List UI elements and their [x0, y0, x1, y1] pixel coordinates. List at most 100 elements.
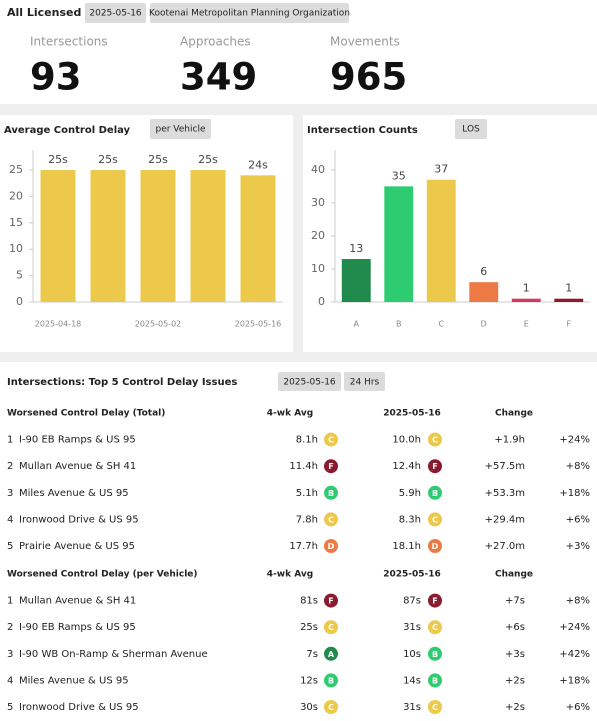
los-badge — [324, 700, 338, 714]
badge[interactable] — [278, 372, 341, 391]
value-label: 35 — [392, 169, 406, 182]
los-grade: B — [432, 650, 438, 659]
los-badge — [324, 673, 338, 688]
rank: 4 — [7, 675, 13, 686]
bar — [554, 298, 584, 302]
los-grade: C — [432, 623, 438, 632]
table-title: Intersections: Top 5 Control Delay Issue… — [7, 377, 237, 388]
column-header: 2025-05-16 — [383, 409, 441, 419]
change-pct: +18% — [559, 488, 590, 499]
los-grade: C — [328, 436, 334, 445]
y-tick-label: 5 — [16, 269, 23, 282]
unit-badge[interactable]: LOS — [462, 125, 480, 135]
bar — [469, 282, 499, 302]
rank: 3 — [7, 649, 13, 660]
avg-delay: 11.4h — [289, 461, 318, 472]
avg-delay: 30s — [300, 702, 318, 713]
current-delay: 8.3h — [399, 514, 421, 525]
los-badge — [324, 593, 338, 608]
badge[interactable] — [85, 3, 146, 23]
los-grade: C — [328, 515, 334, 524]
column-header: Change — [495, 409, 533, 419]
los-grade: C — [328, 703, 334, 712]
los-badge — [428, 512, 442, 527]
period-badge[interactable]: 24 Hrs — [350, 378, 380, 388]
avg-delay: 7s — [306, 649, 318, 660]
bar — [140, 170, 176, 302]
x-tick-label: 2025-05-02 — [135, 320, 182, 329]
intersection-name: Prairie Avenue & US 95 — [19, 541, 135, 552]
los-badge — [324, 459, 338, 474]
section-title: Worsened Control Delay (per Vehicle) — [7, 570, 198, 580]
intersection-name: Mullan Avenue & SH 41 — [19, 461, 136, 472]
current-delay: 14s — [403, 675, 421, 686]
badge[interactable] — [344, 372, 385, 391]
change: +29.4m — [485, 514, 525, 525]
chart-title: Intersection Counts — [307, 125, 418, 136]
change-pct: +8% — [566, 461, 590, 472]
y-tick-label: 30 — [311, 196, 325, 209]
current-delay: 31s — [403, 702, 421, 713]
x-tick-label: F — [566, 320, 571, 329]
change: +6s — [505, 622, 525, 633]
section-title: Worsened Control Delay (Total) — [7, 409, 165, 419]
current-delay: 12.4h — [392, 461, 421, 472]
los-grade: B — [328, 489, 334, 498]
intersection-name: I-90 EB Ramps & US 95 — [19, 435, 136, 446]
agency-badge[interactable]: Kootenai Metropolitan Planning Organizat… — [149, 9, 350, 19]
avg-delay: 81s — [300, 596, 318, 607]
rank: 2 — [7, 461, 13, 472]
y-tick-label: 0 — [318, 295, 325, 308]
badge[interactable] — [150, 119, 211, 139]
change-pct: +18% — [559, 675, 590, 686]
intersection-name: Miles Avenue & US 95 — [19, 675, 129, 686]
change-pct: +24% — [559, 622, 590, 633]
intersection-name: I-90 WB On-Ramp & Sherman Avenue — [19, 649, 208, 660]
change-pct: +24% — [559, 435, 590, 446]
intersection-name: Ironwood Drive & US 95 — [19, 702, 139, 713]
rank: 3 — [7, 488, 13, 499]
los-badge — [324, 512, 338, 527]
los-grade: F — [432, 597, 437, 606]
rank: 4 — [7, 514, 13, 525]
rank: 1 — [7, 596, 13, 607]
los-grade: F — [328, 462, 333, 471]
value-label: 1 — [565, 282, 572, 295]
los-grade: D — [328, 542, 335, 551]
los-grade: A — [328, 650, 335, 659]
avg-delay: 5.1h — [296, 488, 318, 499]
intersection-name: Mullan Avenue & SH 41 — [19, 596, 136, 607]
y-tick-label: 10 — [9, 242, 23, 255]
table-panel — [0, 362, 597, 721]
avg-delay: 12s — [300, 675, 318, 686]
los-grade: F — [432, 462, 437, 471]
bar — [90, 170, 126, 302]
kpi-value: 965 — [330, 56, 407, 99]
change: +2s — [505, 702, 525, 713]
avg-delay: 8.1h — [296, 435, 318, 446]
badge[interactable] — [150, 3, 349, 23]
y-tick-label: 10 — [311, 262, 325, 275]
intersection-name: Ironwood Drive & US 95 — [19, 514, 139, 525]
y-tick-label: 15 — [9, 216, 23, 229]
y-tick-label: 20 — [9, 189, 23, 202]
change-pct: +8% — [566, 596, 590, 607]
kpi-label: Approaches — [180, 35, 251, 49]
avg-delay: 17.7h — [289, 541, 318, 552]
bar — [341, 259, 371, 302]
chart-title: Average Control Delay — [4, 125, 131, 136]
badge[interactable] — [455, 119, 487, 139]
change-pct: +6% — [566, 514, 590, 525]
x-tick-label: 2025-05-16 — [235, 320, 282, 329]
column-header: 4-wk Avg — [267, 409, 313, 419]
los-grade: C — [432, 703, 438, 712]
los-badge — [324, 485, 338, 500]
unit-badge[interactable]: per Vehicle — [156, 125, 206, 135]
avg-delay: 7.8h — [296, 514, 318, 525]
current-delay: 18.1h — [392, 541, 421, 552]
date-badge[interactable]: 2025-05-16 — [89, 9, 142, 19]
column-header: 2025-05-16 — [383, 570, 441, 580]
los-grade: C — [432, 436, 438, 445]
date-badge[interactable]: 2025-05-16 — [283, 378, 336, 388]
